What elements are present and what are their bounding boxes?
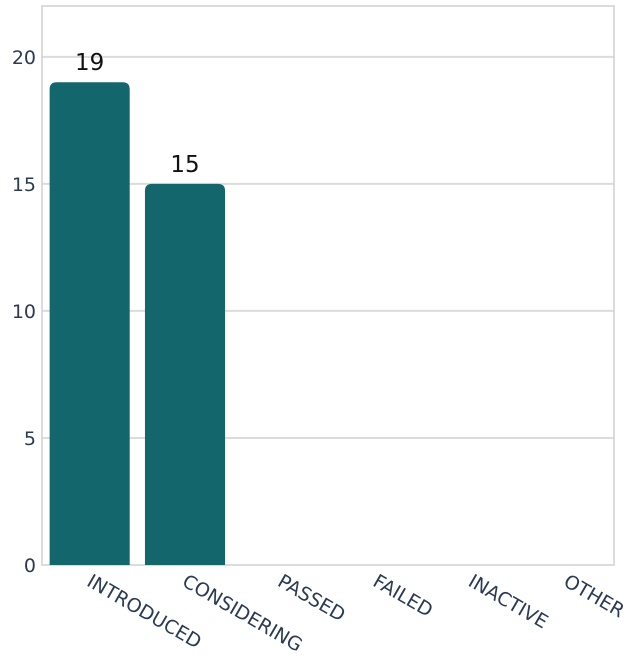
y-tick-label: 15 <box>12 174 36 196</box>
y-tick-label: 20 <box>12 47 36 69</box>
bar-introduced <box>49 82 130 566</box>
y-tick-label: 5 <box>24 428 36 450</box>
plot-frame <box>41 5 615 566</box>
bars <box>49 82 226 566</box>
y-tick-label: 10 <box>12 301 36 323</box>
x-category-label: FAILED <box>369 570 436 622</box>
x-category-label: PASSED <box>274 570 349 626</box>
y-axis-ticks: 0 5 10 15 20 <box>12 47 36 577</box>
data-label-introduced: 19 <box>75 50 104 76</box>
y-tick-label: 0 <box>24 555 36 577</box>
x-category-label: INACTIVE <box>465 570 552 633</box>
bar-considering <box>144 183 226 565</box>
x-category-label: OTHER <box>560 570 628 622</box>
data-label-considering: 15 <box>170 152 199 178</box>
gridlines <box>42 55 614 439</box>
